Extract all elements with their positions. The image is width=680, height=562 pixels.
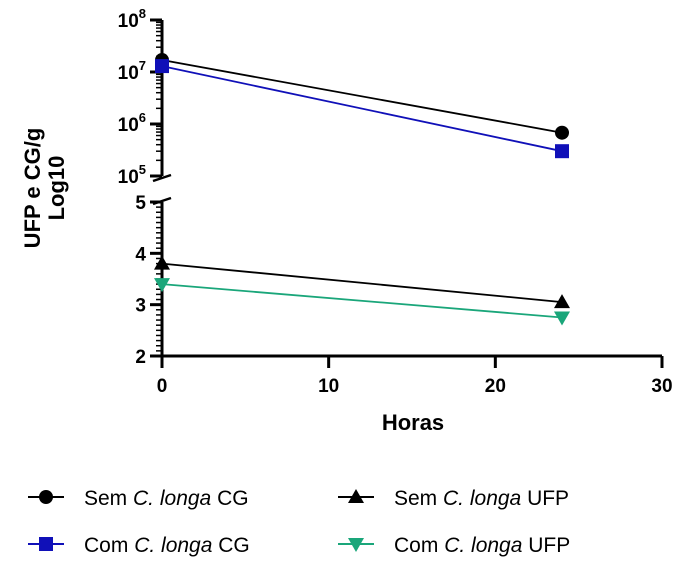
data-point [154, 255, 170, 270]
legend-marker [348, 538, 364, 552]
y-tick-label-top: 105 [118, 162, 146, 188]
y-tick-label-bottom: 3 [135, 296, 146, 317]
legend-marker [39, 490, 53, 504]
series-1 [155, 53, 569, 140]
y-tick-label-top: 106 [118, 110, 146, 136]
series-line [161, 262, 563, 303]
legend-marker [348, 489, 364, 503]
data-point [555, 144, 569, 159]
y-tick-label-top: 107 [118, 58, 146, 84]
y-axis-title-line2: Log10 [44, 156, 69, 221]
x-tick-label: 30 [651, 376, 672, 397]
x-axis-title: Horas [382, 410, 444, 435]
y-tick-label-bottom: 5 [135, 193, 146, 214]
legend-marker [39, 537, 53, 551]
series-2 [155, 59, 569, 159]
legend-label: Com C. longa UFP [394, 534, 570, 557]
data-point [555, 125, 569, 140]
y-tick-label-bottom: 2 [135, 347, 146, 368]
data-point [554, 294, 570, 309]
series-line [161, 283, 563, 319]
axes-layer [152, 20, 662, 358]
axis-break-mark-top [152, 173, 172, 183]
legend-label: Com C. longa CG [84, 534, 250, 557]
series-line [161, 59, 563, 134]
legend: Sem C. longa CG Sem C. longa UFP Com C. lo… [28, 487, 570, 557]
y-axis-title: UFP e CG/g [20, 128, 45, 249]
legend-item: Sem C. longa UFP [338, 487, 569, 510]
series-line [161, 65, 563, 153]
data-point [155, 59, 169, 74]
x-tick-label: 10 [318, 376, 339, 397]
data-point [554, 311, 570, 326]
x-tick-label: 20 [485, 376, 506, 397]
legend-item: Com C. longa CG [28, 534, 250, 557]
legend-label: Sem C. longa CG [84, 487, 249, 510]
legend-item: Com C. longa UFP [338, 534, 570, 557]
series-4 [154, 278, 570, 326]
series-layer [154, 53, 570, 326]
x-tick-label: 0 [157, 376, 168, 397]
labels-layer: Horas UFP e CG/g Log10 [20, 128, 444, 435]
legend-label: Sem C. longa UFP [394, 487, 569, 510]
legend-item: Sem C. longa CG [28, 487, 249, 510]
y-tick-label-bottom: 4 [135, 244, 146, 265]
series-3 [154, 255, 570, 309]
data-point [154, 278, 170, 293]
y-tick-label-top: 108 [118, 6, 146, 32]
